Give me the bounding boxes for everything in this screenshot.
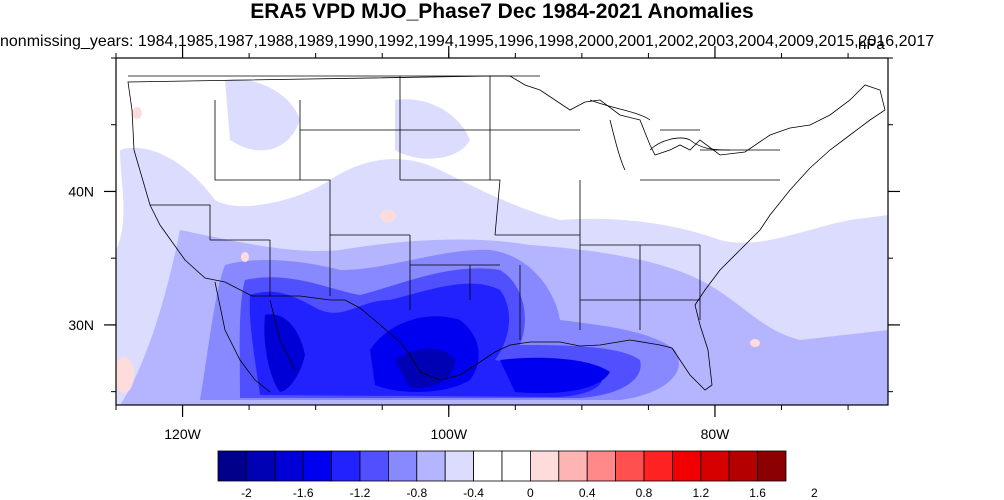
colorbar-swatch bbox=[757, 450, 787, 482]
colorbar-label: 1.6 bbox=[749, 486, 766, 500]
anomaly-positive-patch bbox=[750, 339, 760, 347]
colorbar-swatch bbox=[586, 450, 617, 482]
great-lakes bbox=[589, 99, 731, 171]
lon-label: 80W bbox=[701, 426, 731, 442]
anomaly-shade-light-ne bbox=[225, 79, 300, 151]
anomaly-field bbox=[116, 58, 888, 405]
colorbar-swatch bbox=[728, 450, 759, 482]
colorbar-label: -2 bbox=[241, 486, 252, 500]
colorbar-swatch bbox=[359, 450, 389, 482]
colorbar-swatch bbox=[331, 450, 361, 482]
anomaly-positive-patch bbox=[132, 107, 142, 119]
colorbar-swatch bbox=[217, 450, 247, 482]
anomaly-shade-light-north bbox=[395, 99, 470, 159]
colorbar-label: 0 bbox=[527, 486, 534, 500]
colorbar-swatch bbox=[416, 450, 446, 482]
us-outline bbox=[127, 75, 886, 391]
colorbar-label: -1.6 bbox=[293, 486, 314, 500]
colorbar-label: 0.8 bbox=[636, 486, 653, 500]
colorbar: -2 -1.6 -1.2 -0.8 -0.4 0 0.4 0.8 1.2 1.6 2 bbox=[217, 450, 818, 500]
colorbar-swatch bbox=[473, 450, 503, 482]
lat-label: 40N bbox=[68, 183, 94, 199]
map-title: ERA5 VPD MJO_Phase7 Dec 1984-2021 Anomal… bbox=[250, 0, 754, 23]
anomaly-positive-patch bbox=[380, 210, 396, 222]
colorbar-swatch bbox=[530, 450, 560, 482]
colorbar-swatch bbox=[558, 450, 588, 482]
units-label: hPa bbox=[858, 36, 885, 53]
colorbar-swatch bbox=[643, 450, 673, 482]
mexico-border-west bbox=[214, 281, 296, 393]
anomaly-positive-patch bbox=[241, 252, 249, 262]
colorbar-swatch bbox=[700, 450, 730, 482]
colorbar-label: 2 bbox=[811, 486, 818, 500]
map-subtitle: nonmissing_years: 1984,1985,1987,1988,19… bbox=[0, 33, 935, 50]
anomaly-shade-deeper bbox=[264, 314, 305, 392]
axis-ticks: 120W 100W 80W 40N 30N bbox=[68, 46, 900, 442]
colorbar-swatch bbox=[501, 450, 531, 482]
lat-label: 30N bbox=[68, 317, 94, 333]
colorbar-label: 1.2 bbox=[692, 486, 709, 500]
anomaly-shade-gulf bbox=[500, 357, 610, 394]
colorbar-label: -1.2 bbox=[350, 486, 371, 500]
colorbar-swatch bbox=[302, 450, 333, 482]
state-lines bbox=[150, 76, 780, 340]
colorbar-swatch bbox=[387, 450, 418, 482]
map-frame bbox=[115, 57, 889, 406]
colorbar-swatch bbox=[274, 450, 304, 482]
colorbar-swatch bbox=[444, 450, 475, 482]
colorbar-swatch bbox=[245, 450, 276, 482]
boundaries bbox=[127, 75, 886, 393]
colorbar-label: 0.4 bbox=[579, 486, 596, 500]
colorbar-label: -0.4 bbox=[463, 486, 484, 500]
lon-label: 120W bbox=[164, 426, 201, 442]
colorbar-swatch bbox=[672, 450, 702, 482]
colorbar-swatch bbox=[615, 450, 645, 482]
anomaly-positive-patch bbox=[116, 357, 134, 393]
anomaly-shade-deepest bbox=[395, 348, 455, 389]
lon-label: 100W bbox=[430, 426, 467, 442]
colorbar-label: -0.8 bbox=[406, 486, 427, 500]
